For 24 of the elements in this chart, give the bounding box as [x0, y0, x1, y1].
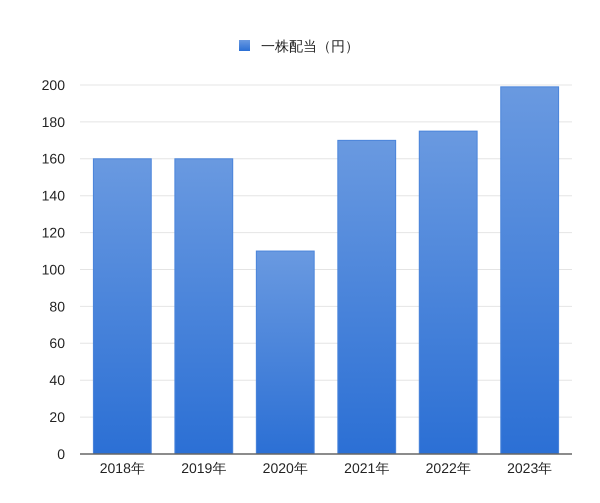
- x-tick-label: 2018年: [100, 460, 145, 476]
- y-tick-label: 40: [49, 372, 66, 388]
- y-tick-label: 120: [42, 224, 66, 240]
- legend-label: 一株配当（円）: [261, 38, 359, 54]
- y-tick-label: 60: [49, 335, 66, 352]
- bar: [337, 140, 396, 454]
- x-tick-label: 2019年: [181, 460, 226, 476]
- x-tick-label: 2022年: [426, 460, 471, 476]
- x-tick-label: 2021年: [344, 460, 390, 476]
- y-tick-label: 200: [42, 76, 66, 93]
- x-tick-label: 2020年: [262, 460, 308, 476]
- y-tick-label: 20: [49, 409, 66, 425]
- y-tick-label: 0: [57, 446, 66, 462]
- y-tick-label: 180: [42, 114, 66, 130]
- y-tick-label: 100: [42, 261, 66, 278]
- y-tick-label: 80: [49, 298, 66, 314]
- bar: [174, 158, 234, 454]
- bar: [92, 158, 152, 454]
- bar: [500, 86, 560, 454]
- y-tick-label: 140: [42, 188, 66, 204]
- x-tick-label: 2023年: [507, 460, 552, 476]
- bar: [418, 130, 478, 454]
- bar: [256, 250, 315, 454]
- y-tick-label: 160: [42, 150, 66, 167]
